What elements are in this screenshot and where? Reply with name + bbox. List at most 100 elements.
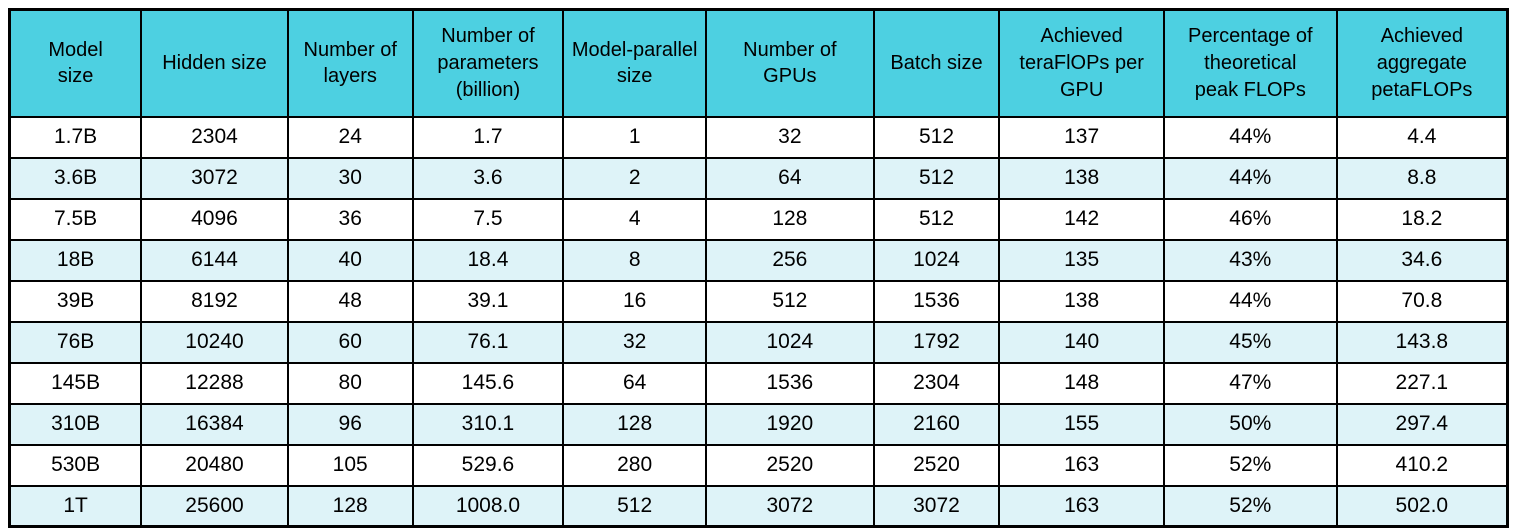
table-cell: 4096 xyxy=(140,197,289,241)
table-cell: 1024 xyxy=(872,238,1001,282)
table-cell: 1T xyxy=(8,484,143,528)
table-cell: 2520 xyxy=(872,443,1001,487)
table-row: 7.5B 4096 36 7.5 4 128 512 142 46% 18.2 xyxy=(8,197,1509,241)
table-cell: 10240 xyxy=(140,320,289,364)
table-row: 1T 25600 128 1008.0 512 3072 3072 163 52% 502.0 xyxy=(8,484,1509,528)
table-cell: 39.1 xyxy=(411,279,565,323)
table-cell: 1 xyxy=(562,115,708,159)
table-cell: 4.4 xyxy=(1335,115,1509,159)
table-cell: 145.6 xyxy=(411,361,565,405)
table-cell: 163 xyxy=(998,443,1165,487)
table-cell: 44% xyxy=(1162,279,1338,323)
table-cell: 48 xyxy=(286,279,414,323)
table-cell: 60 xyxy=(286,320,414,364)
table-row: 18B 6144 40 18.4 8 256 1024 135 43% 34.6 xyxy=(8,238,1509,282)
table-row: 76B 10240 60 76.1 32 1024 1792 140 45% 143.8 xyxy=(8,320,1509,364)
table-cell: 410.2 xyxy=(1335,443,1509,487)
table-cell: 3072 xyxy=(872,484,1001,528)
table-cell: 8 xyxy=(562,238,708,282)
table-cell: 43% xyxy=(1162,238,1338,282)
table-cell: 163 xyxy=(998,484,1165,528)
model-scaling-table: Model size Hidden size Number of layers Num… xyxy=(8,8,1509,528)
table-cell: 32 xyxy=(562,320,708,364)
column-header: Model size xyxy=(8,8,143,118)
table-cell: 512 xyxy=(872,115,1001,159)
table-cell: 3072 xyxy=(140,156,289,200)
table-cell: 25600 xyxy=(140,484,289,528)
table-row: 145B 12288 80 145.6 64 1536 2304 148 47% 227.1 xyxy=(8,361,1509,405)
table-cell: 76.1 xyxy=(411,320,565,364)
table-cell: 7.5 xyxy=(411,197,565,241)
table-cell: 138 xyxy=(998,279,1165,323)
table-cell: 128 xyxy=(562,402,708,446)
table-row: 39B 8192 48 39.1 16 512 1536 138 44% 70.8 xyxy=(8,279,1509,323)
table-cell: 145B xyxy=(8,361,143,405)
table-row: 530B 20480 105 529.6 280 2520 2520 163 52% 410.2 xyxy=(8,443,1509,487)
table-cell: 3072 xyxy=(705,484,875,528)
column-header: Batch size xyxy=(872,8,1001,118)
table-cell: 16384 xyxy=(140,402,289,446)
table-cell: 50% xyxy=(1162,402,1338,446)
table-head: Model size Hidden size Number of layers Num… xyxy=(8,8,1509,118)
table-cell: 2 xyxy=(562,156,708,200)
column-header: Achieved aggregate petaFLOPs xyxy=(1335,8,1509,118)
table-cell: 1536 xyxy=(705,361,875,405)
table-row: 3.6B 3072 30 3.6 2 64 512 138 44% 8.8 xyxy=(8,156,1509,200)
table-cell: 2304 xyxy=(140,115,289,159)
table-cell: 143.8 xyxy=(1335,320,1509,364)
column-header: Number of GPUs xyxy=(705,8,875,118)
column-header: Percentage of theoretical peak FLOPs xyxy=(1162,8,1338,118)
table-cell: 256 xyxy=(705,238,875,282)
table-cell: 4 xyxy=(562,197,708,241)
table-cell: 34.6 xyxy=(1335,238,1509,282)
table-cell: 7.5B xyxy=(8,197,143,241)
table-cell: 24 xyxy=(286,115,414,159)
table-cell: 2304 xyxy=(872,361,1001,405)
table-cell: 64 xyxy=(562,361,708,405)
table-cell: 44% xyxy=(1162,115,1338,159)
table-cell: 1920 xyxy=(705,402,875,446)
table-cell: 512 xyxy=(872,156,1001,200)
table-cell: 227.1 xyxy=(1335,361,1509,405)
table-row: 1.7B 2304 24 1.7 1 32 512 137 44% 4.4 xyxy=(8,115,1509,159)
table-cell: 6144 xyxy=(140,238,289,282)
table-cell: 47% xyxy=(1162,361,1338,405)
table-cell: 76B xyxy=(8,320,143,364)
table-cell: 105 xyxy=(286,443,414,487)
table-cell: 12288 xyxy=(140,361,289,405)
table-cell: 137 xyxy=(998,115,1165,159)
table-cell: 3.6 xyxy=(411,156,565,200)
table-cell: 310B xyxy=(8,402,143,446)
table-cell: 39B xyxy=(8,279,143,323)
table-cell: 280 xyxy=(562,443,708,487)
table-cell: 18.4 xyxy=(411,238,565,282)
table-cell: 2520 xyxy=(705,443,875,487)
table-cell: 45% xyxy=(1162,320,1338,364)
column-header: Achieved teraFlOPs per GPU xyxy=(998,8,1165,118)
table-cell: 32 xyxy=(705,115,875,159)
table-cell: 155 xyxy=(998,402,1165,446)
table-cell: 310.1 xyxy=(411,402,565,446)
table-cell: 512 xyxy=(562,484,708,528)
table-cell: 36 xyxy=(286,197,414,241)
table-cell: 135 xyxy=(998,238,1165,282)
table-cell: 64 xyxy=(705,156,875,200)
table-cell: 52% xyxy=(1162,484,1338,528)
column-header: Hidden size xyxy=(140,8,289,118)
table-cell: 46% xyxy=(1162,197,1338,241)
table-cell: 148 xyxy=(998,361,1165,405)
table-cell: 40 xyxy=(286,238,414,282)
table-cell: 529.6 xyxy=(411,443,565,487)
table-body: 1.7B 2304 24 1.7 1 32 512 137 44% 4.4 3.6B 3072 30 3.… xyxy=(8,115,1509,528)
table-cell: 8192 xyxy=(140,279,289,323)
table-cell: 3.6B xyxy=(8,156,143,200)
table-row: 310B 16384 96 310.1 128 1920 2160 155 50% 297.4 xyxy=(8,402,1509,446)
table-cell: 1792 xyxy=(872,320,1001,364)
table-cell: 1.7B xyxy=(8,115,143,159)
table-cell: 8.8 xyxy=(1335,156,1509,200)
table-cell: 1008.0 xyxy=(411,484,565,528)
table-cell: 138 xyxy=(998,156,1165,200)
column-header: Model-parallel size xyxy=(562,8,708,118)
table-cell: 52% xyxy=(1162,443,1338,487)
